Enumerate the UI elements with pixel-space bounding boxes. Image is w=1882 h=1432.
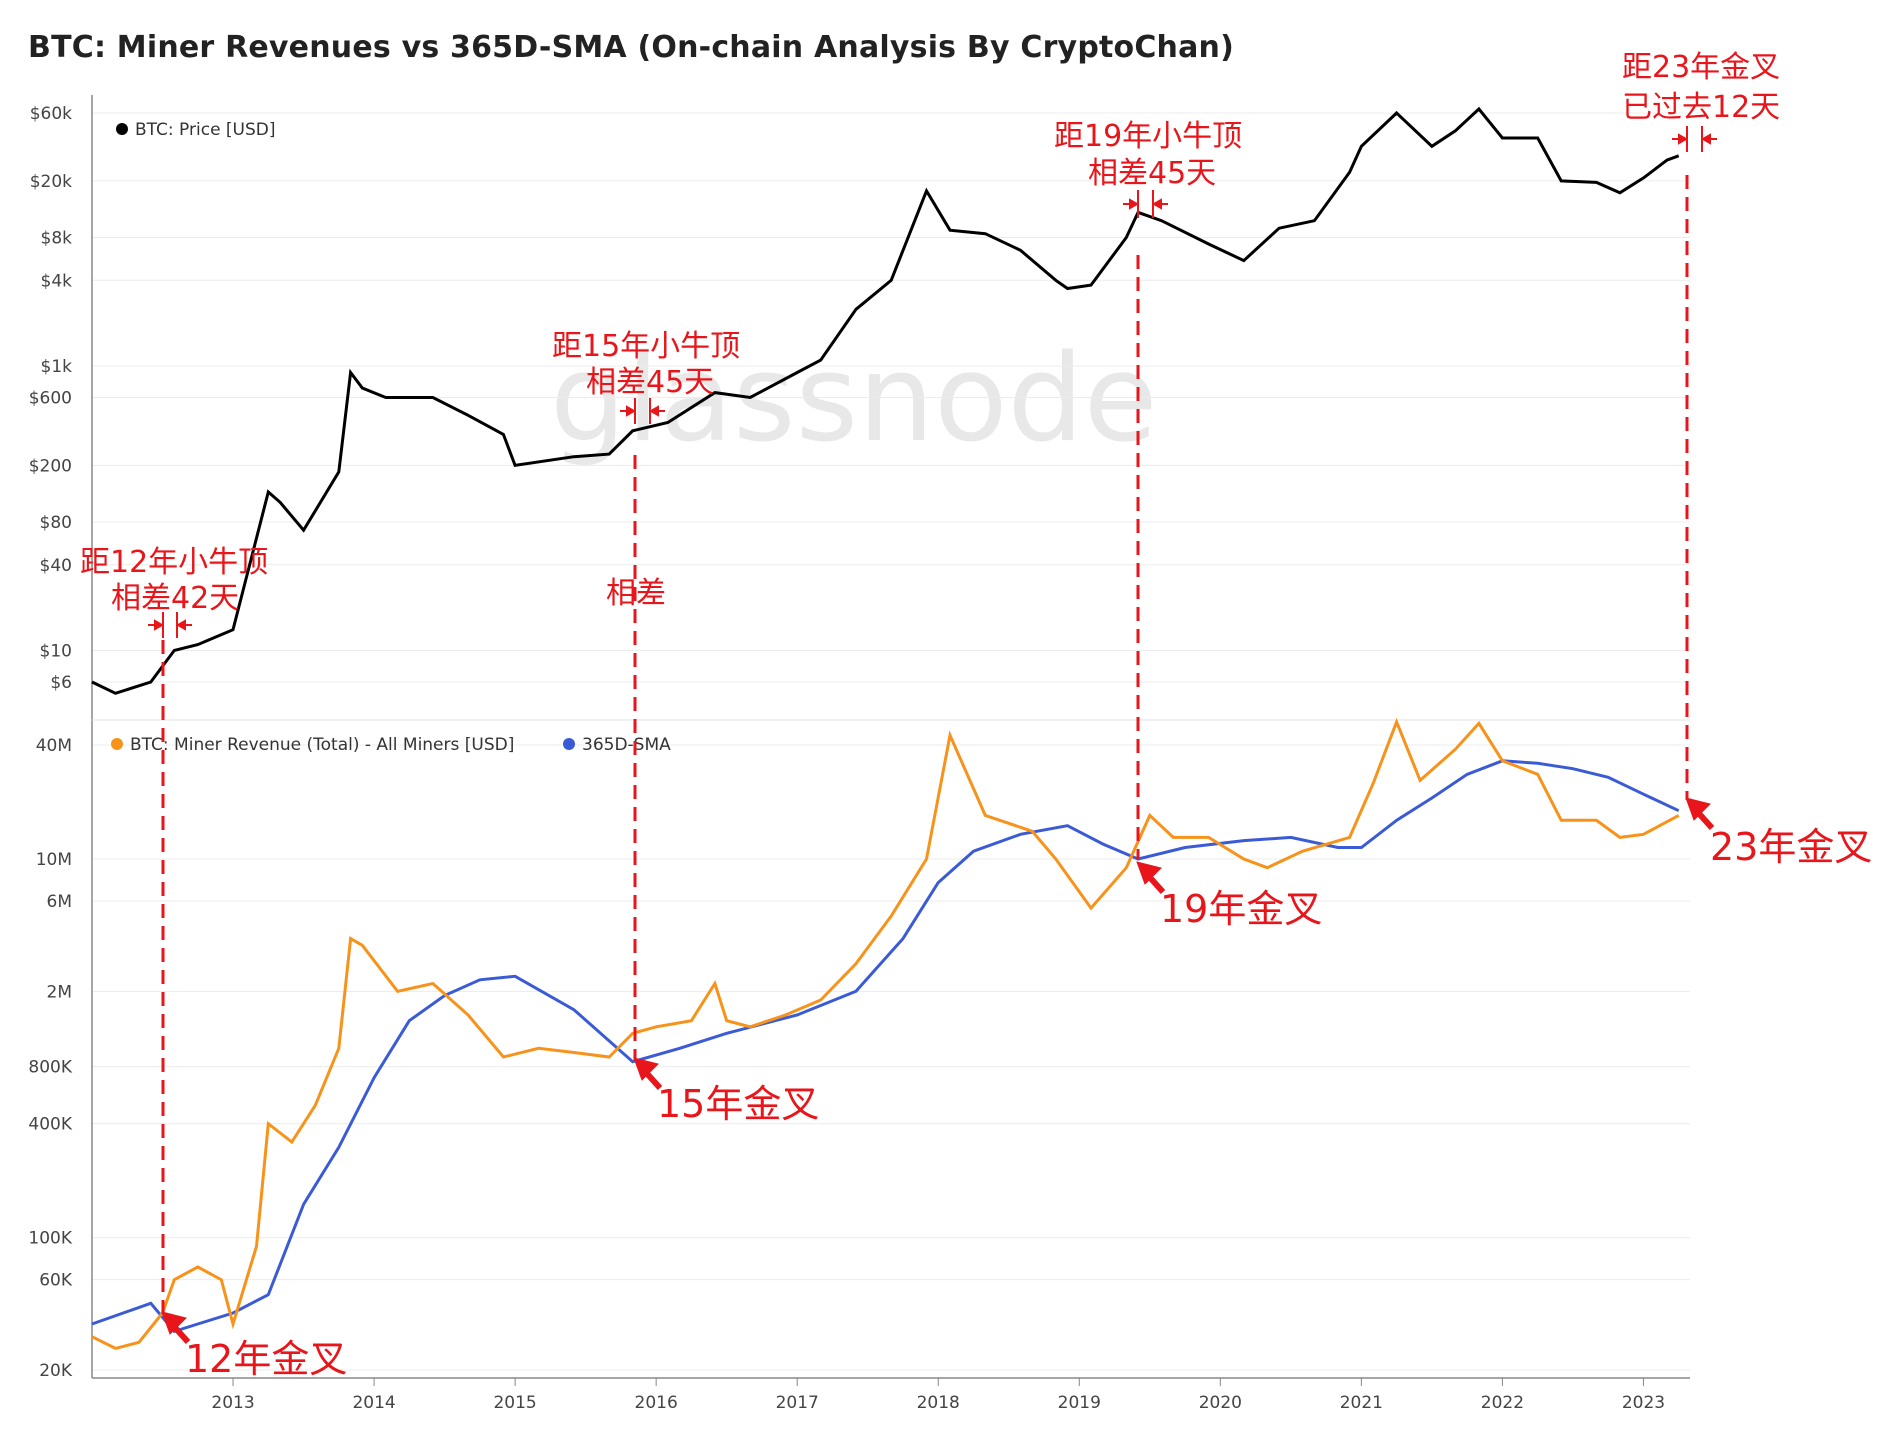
x-tick-label: 2013 xyxy=(211,1393,254,1413)
legend-sma: 365D-SMA xyxy=(582,735,671,755)
price-tick-label: $6 xyxy=(50,673,72,693)
price-tick-label: $600 xyxy=(29,389,72,409)
gridlines xyxy=(92,112,1690,1371)
legend-dot-revenue xyxy=(111,738,123,750)
watermark: glassnode xyxy=(550,330,1158,469)
legend-dot-sma xyxy=(563,738,575,750)
gap-markers xyxy=(148,126,1717,638)
price-tick-label: $200 xyxy=(29,456,72,476)
revenue-y-ticks: 40M 10M 6M 2M 800K 400K 100K 60K 20K xyxy=(28,736,72,1381)
price-tick-label: $8k xyxy=(41,228,73,248)
label-cross-2023: 23年金叉 xyxy=(1710,825,1872,869)
x-tick-label: 2019 xyxy=(1058,1393,1101,1413)
annotation-2015-mid: 相差 xyxy=(606,576,666,611)
x-tick-label: 2023 xyxy=(1622,1393,1665,1413)
revenue-tick-label: 100K xyxy=(28,1229,72,1249)
annotation-2015-diff: 相差45天 xyxy=(586,365,714,400)
x-tick-label: 2020 xyxy=(1199,1393,1242,1413)
x-tick-label: 2021 xyxy=(1340,1393,1383,1413)
label-cross-2015: 15年金叉 xyxy=(657,1082,819,1126)
series-line-sma xyxy=(91,759,1680,1334)
price-tick-label: $80 xyxy=(40,513,72,533)
revenue-tick-label: 20K xyxy=(39,1361,73,1381)
annotation-2012-diff: 相差42天 xyxy=(111,581,239,616)
x-tick-label: 2015 xyxy=(493,1393,536,1413)
legend-dot-price xyxy=(116,123,128,135)
revenue-tick-label: 10M xyxy=(36,850,72,870)
price-tick-label: $60k xyxy=(30,104,72,124)
chart-title: BTC: Miner Revenues vs 365D-SMA (On-chai… xyxy=(28,30,1235,65)
revenue-tick-label: 60K xyxy=(39,1271,73,1291)
x-tick-label: 2018 xyxy=(917,1393,960,1413)
annotation-2019-top: 距19年小牛顶 xyxy=(1054,119,1242,154)
price-tick-label: $10 xyxy=(40,641,72,661)
annotation-2012-top: 距12年小牛顶 xyxy=(80,545,268,580)
revenue-tick-label: 800K xyxy=(28,1058,72,1078)
legend-revenue: BTC: Miner Revenue (Total) - All Miners … xyxy=(130,735,514,755)
revenue-tick-label: 6M xyxy=(47,892,72,912)
series-line-revenue xyxy=(91,717,1680,1350)
x-tick-label: 2014 xyxy=(352,1393,395,1413)
label-cross-2019: 19年金叉 xyxy=(1160,887,1322,931)
legend-price: BTC: Price [USD] xyxy=(135,120,276,140)
annotation-2019-diff: 相差45天 xyxy=(1088,156,1216,191)
x-tick-label: 2017 xyxy=(776,1393,819,1413)
price-y-ticks: $60k $20k $8k $4k $1k $600 $200 $80 $40 $10 $6 xyxy=(29,104,72,693)
price-tick-label: $1k xyxy=(41,357,73,377)
price-tick-label: $20k xyxy=(30,172,72,192)
revenue-tick-label: 40M xyxy=(36,736,72,756)
crossover-arrows xyxy=(161,797,1715,1345)
annotation-2023-top: 距23年金叉 xyxy=(1622,50,1780,85)
revenue-tick-label: 2M xyxy=(47,982,72,1002)
x-ticks: 2013 2014 2015 2016 2017 2018 2019 2020 2021 2022… xyxy=(211,1378,1665,1413)
x-tick-label: 2022 xyxy=(1481,1393,1524,1413)
revenue-tick-label: 400K xyxy=(28,1115,72,1135)
price-tick-label: $40 xyxy=(40,556,72,576)
series-line-price xyxy=(91,106,1680,695)
price-tick-label: $4k xyxy=(41,271,73,291)
crossover-lines xyxy=(161,175,1689,1320)
label-cross-2012: 12年金叉 xyxy=(185,1337,347,1381)
x-tick-label: 2016 xyxy=(635,1393,678,1413)
annotation-2023-diff: 已过去12天 xyxy=(1622,90,1780,125)
annotation-2015-top: 距15年小牛顶 xyxy=(552,329,740,364)
